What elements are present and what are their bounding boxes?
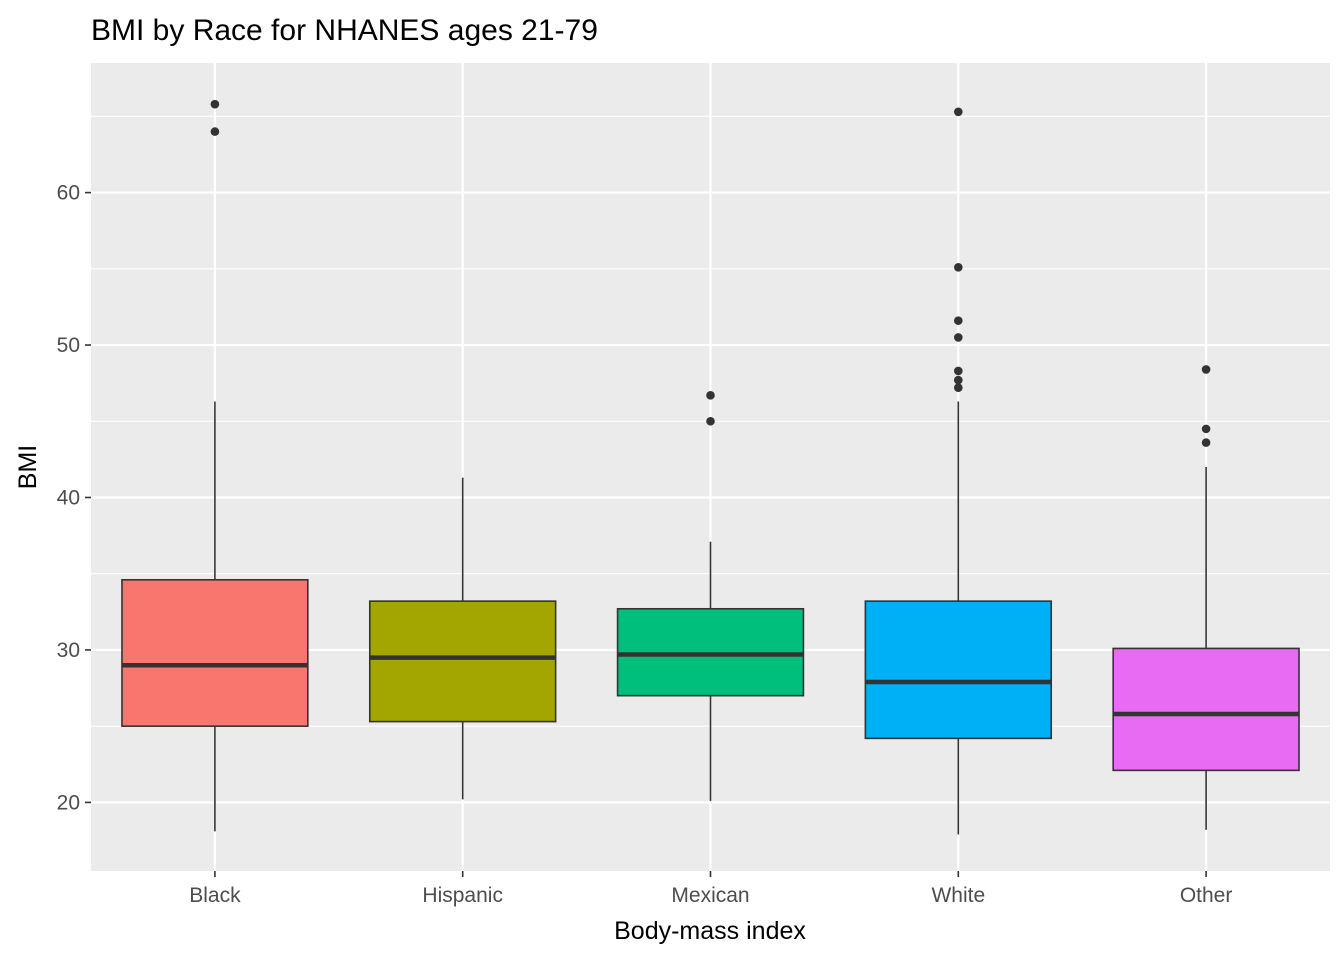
outlier-point (954, 383, 963, 393)
x-tick-label: White (931, 884, 985, 907)
y-tick-label: 40 (57, 486, 80, 509)
y-axis-title: BMI (14, 445, 42, 489)
outlier-point (1201, 365, 1211, 374)
box (368, 600, 557, 723)
y-tick-label: 30 (57, 639, 80, 662)
box-group-white (864, 107, 1053, 835)
box-group-hispanic (368, 477, 557, 800)
x-tick-label: Mexican (671, 884, 749, 907)
outlier-point (954, 107, 963, 117)
x-axis-title: Body-mass index (614, 917, 806, 945)
y-tick-label: 20 (57, 791, 80, 814)
x-tick-label: Hispanic (422, 884, 503, 907)
outlier-point (706, 416, 715, 426)
box (1112, 647, 1300, 772)
outlier-point (954, 333, 963, 342)
x-tick-label: Black (189, 884, 241, 907)
box-group-black (121, 99, 309, 832)
outlier-point (706, 391, 715, 400)
box (616, 607, 805, 697)
box-group-other (1112, 365, 1300, 830)
outlier-point (1201, 424, 1211, 434)
box-layer (121, 99, 1300, 835)
x-axis: Black Hispanic Mexican White Other (189, 871, 1232, 907)
x-tick-label: Other (1180, 884, 1233, 907)
y-axis: 20 30 40 50 60 (57, 182, 91, 814)
y-tick-label: 60 (57, 182, 80, 205)
outlier-point (210, 127, 220, 136)
y-tick-label: 50 (57, 334, 80, 357)
outlier-point (954, 316, 963, 325)
outlier-point (954, 262, 963, 272)
box (121, 579, 309, 727)
outlier-point (954, 375, 963, 385)
box-group-mexican (616, 391, 805, 801)
chart-title: BMI by Race for NHANES ages 21-79 (91, 14, 598, 47)
outlier-point (210, 99, 220, 109)
outlier-point (954, 366, 963, 376)
box (864, 600, 1053, 740)
outlier-point (1201, 438, 1211, 447)
